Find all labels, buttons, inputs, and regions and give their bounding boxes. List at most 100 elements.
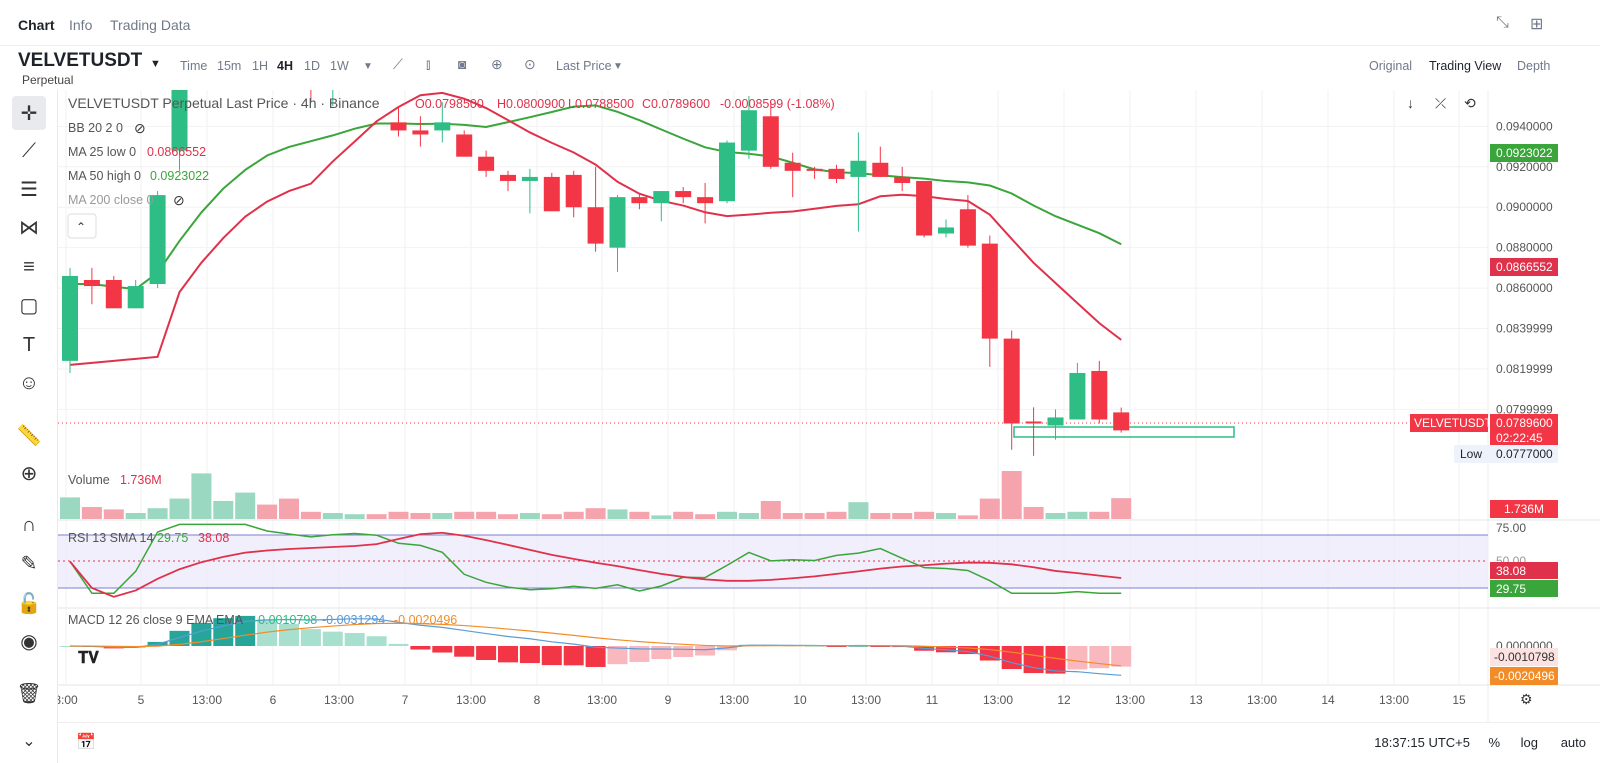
tf-1h[interactable]: 1H: [252, 59, 268, 73]
macd-hist-bar: [563, 646, 584, 666]
zoom-in-icon[interactable]: ⊕: [20, 462, 38, 485]
price-type-select[interactable]: Last Price: [556, 59, 612, 73]
candle-body: [390, 122, 407, 131]
candle-body: [1003, 338, 1020, 424]
macd-hist-bar: [607, 646, 628, 665]
percent-toggle[interactable]: %: [1488, 735, 1500, 750]
macd-hist-bar: [651, 646, 672, 660]
trendline-icon[interactable]: ⟋: [22, 139, 36, 162]
price-tick: 0.0839999: [1496, 322, 1553, 336]
candle-type-icon[interactable]: ⫾: [426, 56, 431, 72]
trash-icon[interactable]: 🗑: [16, 682, 42, 705]
pencil-lock-icon[interactable]: ✎: [20, 552, 38, 575]
volume-bar: [519, 513, 540, 519]
collapse-icon[interactable]: ⤡: [1496, 14, 1509, 31]
tf-1w[interactable]: 1W: [330, 59, 349, 73]
candle-body: [1047, 417, 1064, 426]
macd-hist-bar: [1001, 646, 1022, 670]
axis-settings-icon[interactable]: ⚙: [1520, 691, 1533, 707]
volume-bar: [322, 513, 343, 519]
low-value-bg: [1490, 445, 1558, 463]
candle-body: [83, 280, 100, 287]
bottom-bar: 📅 18:37:15 UTC+5 % log auto: [58, 722, 1600, 763]
lock-icon[interactable]: 🔓: [16, 592, 42, 615]
refresh-icon[interactable]: ⟲: [1464, 95, 1476, 111]
time-tick: 13:00: [851, 693, 881, 707]
time-tick: 13: [1189, 693, 1203, 707]
time-tick: 10: [793, 693, 807, 707]
legend-collapse-button[interactable]: [67, 213, 97, 239]
legend-volume-label: Volume: [68, 473, 110, 487]
legend-ma25-label: MA 25 low 0: [68, 145, 136, 159]
settings-icon[interactable]: ⊙: [524, 56, 536, 72]
tab-info[interactable]: Info: [69, 17, 93, 33]
volume-bar: [673, 511, 694, 519]
time-button[interactable]: Time: [180, 59, 208, 73]
volume-bar: [344, 514, 365, 519]
clock: 18:37:15 UTC+5: [1374, 735, 1470, 750]
eye-icon[interactable]: ◉: [20, 630, 38, 653]
volume-bar: [60, 497, 80, 519]
compress-icon[interactable]: ⤫: [1435, 95, 1446, 111]
tf-15m[interactable]: 15m: [217, 59, 242, 73]
arrow-down-icon[interactable]: ↓: [1407, 95, 1414, 111]
volume-bar: [979, 498, 1000, 519]
auto-toggle[interactable]: auto: [1560, 735, 1586, 750]
crosshair-icon[interactable]: ✛: [12, 96, 46, 130]
pattern-icon[interactable]: ⋈: [19, 216, 39, 239]
tab-chart[interactable]: Chart: [18, 17, 55, 33]
macd-hist-bar: [673, 646, 694, 657]
chart-grid: [58, 90, 1488, 685]
candle-body: [828, 168, 845, 179]
emoji-icon[interactable]: ☺: [18, 371, 40, 394]
volume-bar: [235, 492, 256, 519]
line-chart-icon[interactable]: ⟋: [393, 56, 403, 72]
time-tick: 3:00: [58, 693, 78, 707]
volume-bar: [169, 498, 190, 519]
tab-trading-data[interactable]: Trading Data: [110, 17, 191, 33]
candle-body: [762, 116, 779, 167]
time-tick: 13:00: [456, 693, 486, 707]
low-label: Low: [1460, 447, 1482, 461]
tf-1d[interactable]: 1D: [304, 59, 320, 73]
legend-open: O0.0798500: [415, 97, 484, 111]
time-tick: 6: [270, 693, 277, 707]
price-type-caret-icon[interactable]: ▼: [613, 61, 623, 72]
symbol-dropdown-icon[interactable]: ▼: [150, 58, 161, 70]
fib-icon[interactable]: ≡: [23, 255, 35, 278]
time-axis: 3:00 5 13:00 6 13:00 7 13:00 8 13:00 9 13:00 10 13:0…: [58, 693, 1466, 707]
view-trading-view[interactable]: Trading View: [1429, 59, 1502, 73]
tf-4h[interactable]: 4H: [277, 59, 293, 73]
add-indicator-icon[interactable]: ⊕: [491, 56, 503, 72]
price-chart[interactable]: VELVETUSDT Perpetual Last Price · 4h · B…: [58, 90, 1600, 722]
view-original[interactable]: Original: [1369, 59, 1413, 73]
candle-body: [171, 90, 188, 151]
horizontal-lines-icon[interactable]: ☰: [20, 178, 38, 201]
macd-hist-bar: [366, 636, 387, 646]
text-icon[interactable]: T: [22, 333, 36, 356]
symbol-name[interactable]: VELVETUSDT: [18, 50, 143, 71]
macd-hist-bar: [1045, 646, 1066, 674]
ma200-eye-icon[interactable]: ⊘: [173, 192, 185, 208]
rectangle-icon[interactable]: ▢: [19, 294, 39, 317]
bb-eye-icon[interactable]: ⊘: [134, 120, 146, 136]
legend-ma50-value: 0.0923022: [150, 169, 209, 183]
time-tick: 13:00: [1115, 693, 1145, 707]
time-tick: 13:00: [324, 693, 354, 707]
price-tick: 0.0860000: [1496, 281, 1553, 295]
ruler-icon[interactable]: 📏: [16, 424, 42, 447]
candle-body: [938, 227, 954, 234]
tf-more-icon[interactable]: ▼: [363, 61, 373, 72]
volume-bar: [1045, 513, 1066, 519]
expand-icon[interactable]: ⌄: [22, 733, 36, 750]
log-toggle[interactable]: log: [1520, 735, 1538, 750]
magnet-icon[interactable]: ∩: [21, 513, 37, 536]
calendar-icon[interactable]: 📅: [76, 734, 96, 751]
time-tick: 13:00: [1247, 693, 1277, 707]
camera-icon[interactable]: ◙: [458, 56, 467, 72]
legend-change: -0.0008599 (-1.08%): [720, 97, 835, 111]
rsi-badge: 29.75: [1496, 582, 1526, 596]
view-depth[interactable]: Depth: [1517, 59, 1551, 73]
grid-icon[interactable]: ⊞: [1530, 16, 1544, 33]
ma50-line: [70, 104, 1122, 291]
